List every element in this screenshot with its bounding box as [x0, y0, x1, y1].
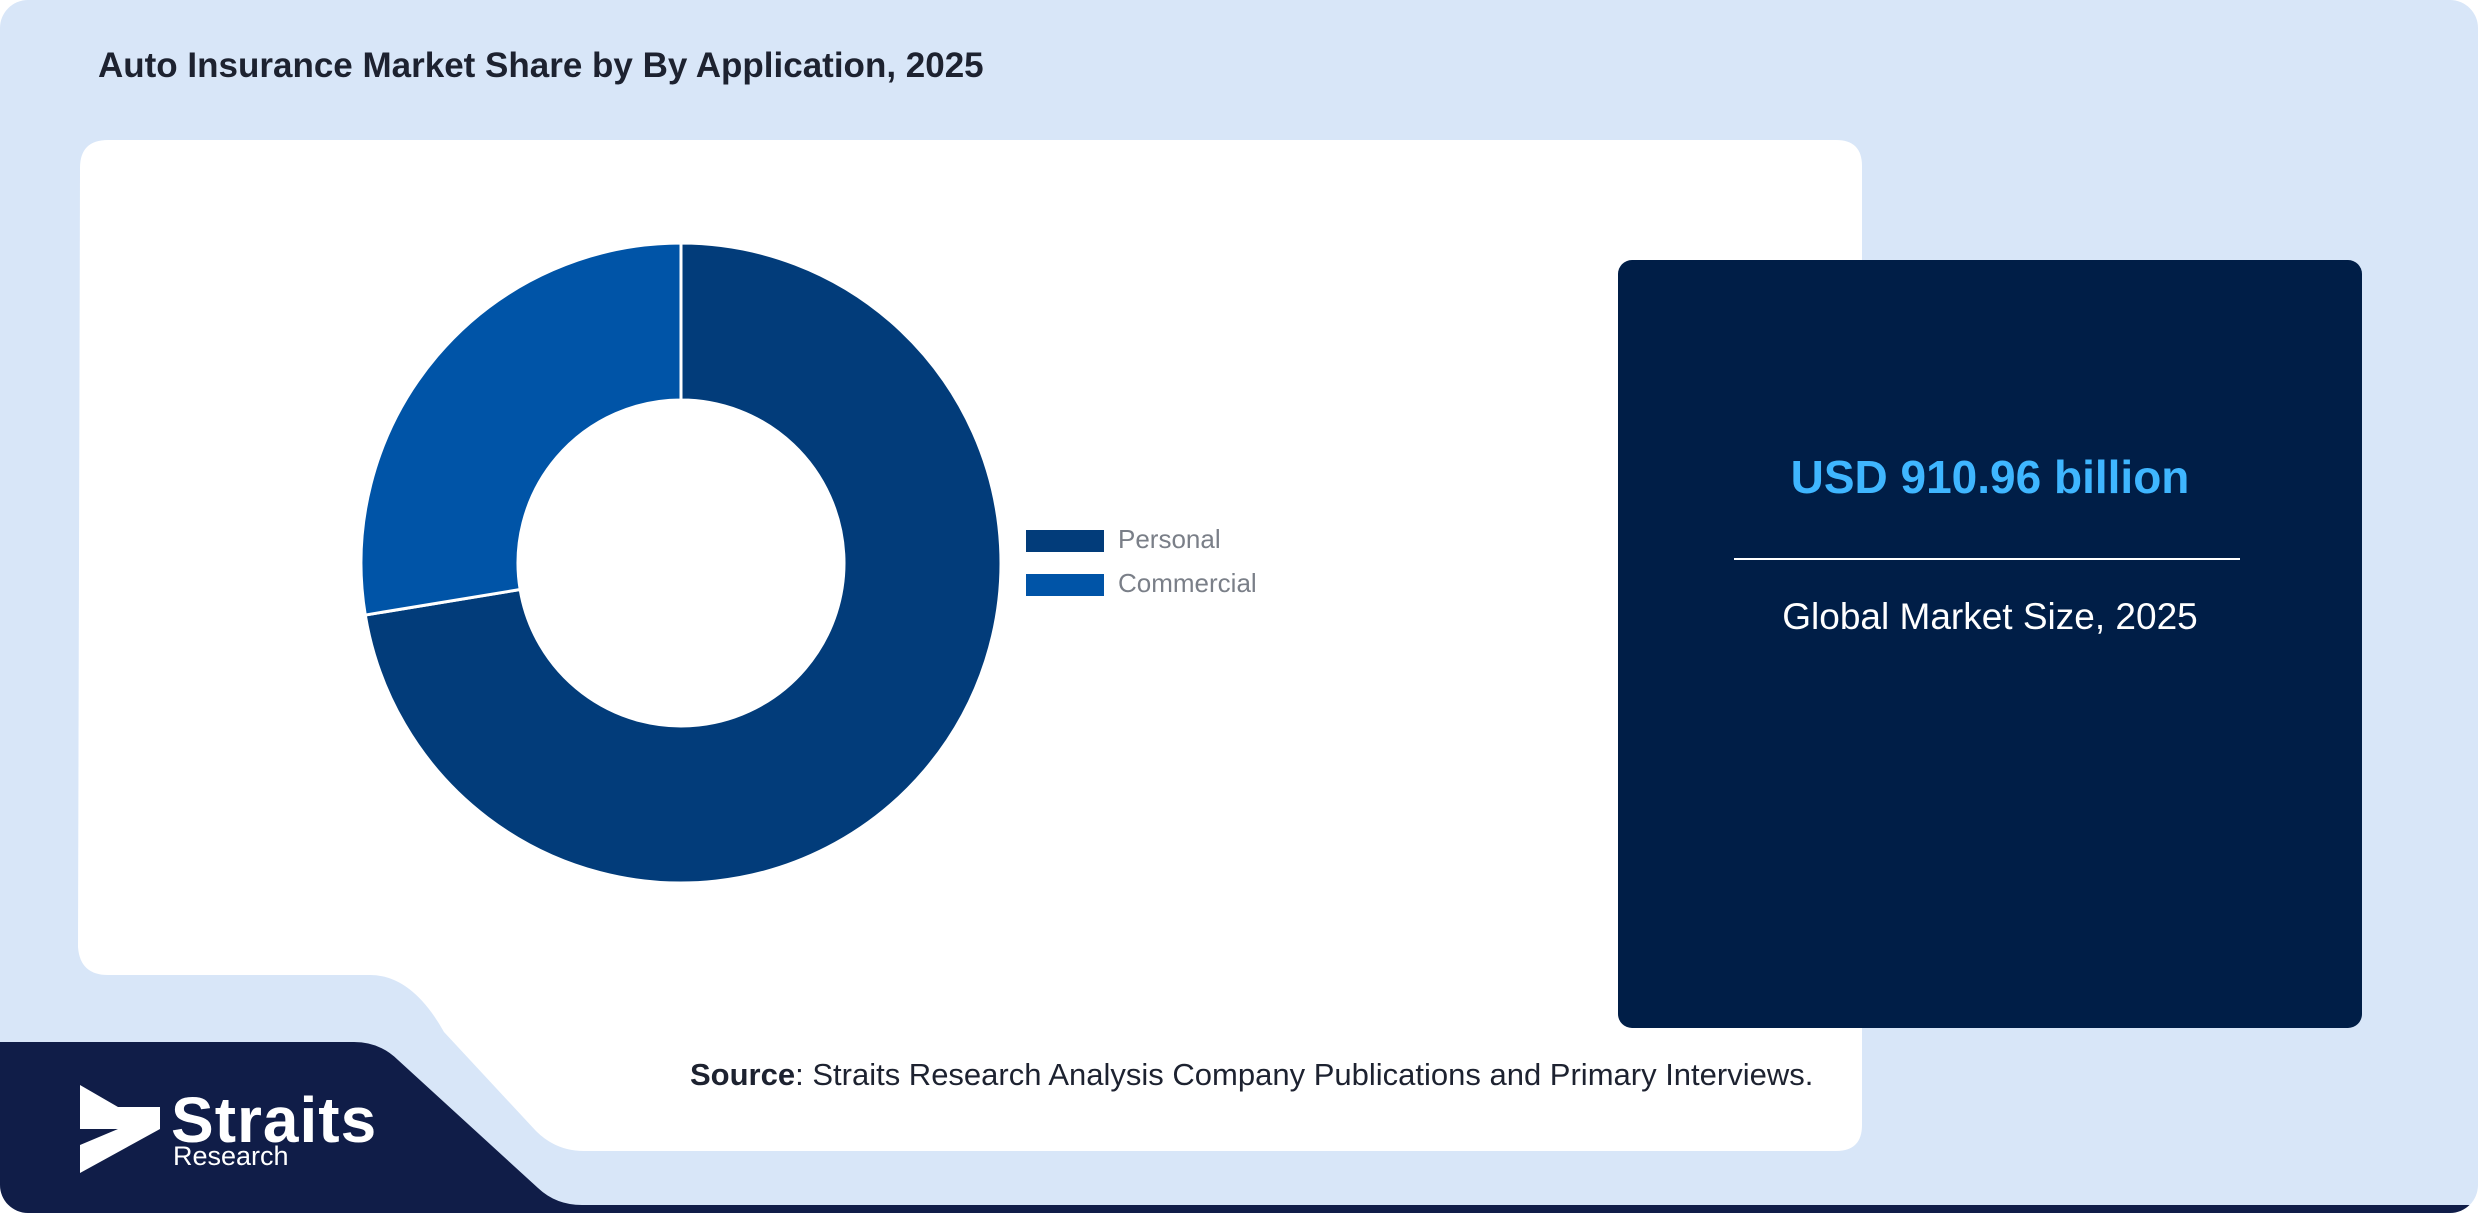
market-size-divider [1734, 558, 2240, 560]
market-size-card [1618, 260, 2362, 1028]
brand-subtitle: Research [173, 1141, 289, 1171]
footer-band [0, 1042, 2478, 1213]
legend-label-personal: Personal [1118, 524, 1221, 554]
legend-swatch-personal [1026, 530, 1104, 552]
legend-swatch-commercial [1026, 574, 1104, 596]
source-text: : Straits Research Analysis Company Publ… [795, 1057, 1814, 1092]
page-title: Auto Insurance Market Share by By Applic… [98, 46, 984, 85]
market-size-caption: Global Market Size, 2025 [1782, 596, 2198, 637]
legend-label-commercial: Commercial [1118, 568, 1257, 598]
straits-logo-icon [80, 1085, 160, 1173]
donut-slice-commercial [359, 241, 683, 617]
market-size-value: USD 910.96 billion [1790, 451, 2190, 503]
donut-slice-personal [363, 241, 1003, 885]
brand-name: Straits [171, 1084, 378, 1156]
source-label: Source [690, 1057, 796, 1092]
source-note: Source: Straits Research Analysis Compan… [690, 1057, 1813, 1093]
